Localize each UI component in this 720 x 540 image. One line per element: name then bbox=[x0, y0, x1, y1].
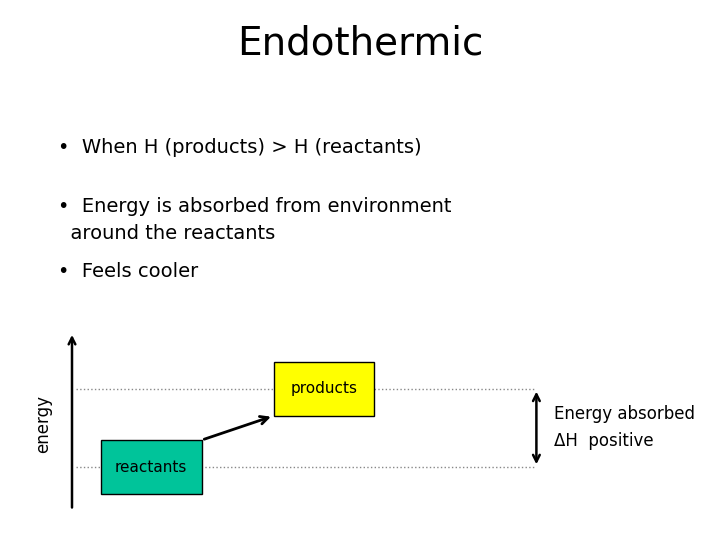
Text: Energy absorbed: Energy absorbed bbox=[554, 406, 696, 423]
Text: •  When H (products) > H (reactants): • When H (products) > H (reactants) bbox=[58, 138, 421, 157]
Text: •  Energy is absorbed from environment
  around the reactants: • Energy is absorbed from environment ar… bbox=[58, 197, 451, 242]
Text: ΔH  positive: ΔH positive bbox=[554, 433, 654, 450]
Text: reactants: reactants bbox=[115, 460, 187, 475]
Bar bbox=[101, 440, 202, 494]
Text: •  Feels cooler: • Feels cooler bbox=[58, 262, 198, 281]
Bar bbox=[274, 362, 374, 416]
Text: energy: energy bbox=[35, 395, 53, 453]
Text: products: products bbox=[290, 381, 358, 396]
Text: Endothermic: Endothermic bbox=[237, 24, 483, 62]
